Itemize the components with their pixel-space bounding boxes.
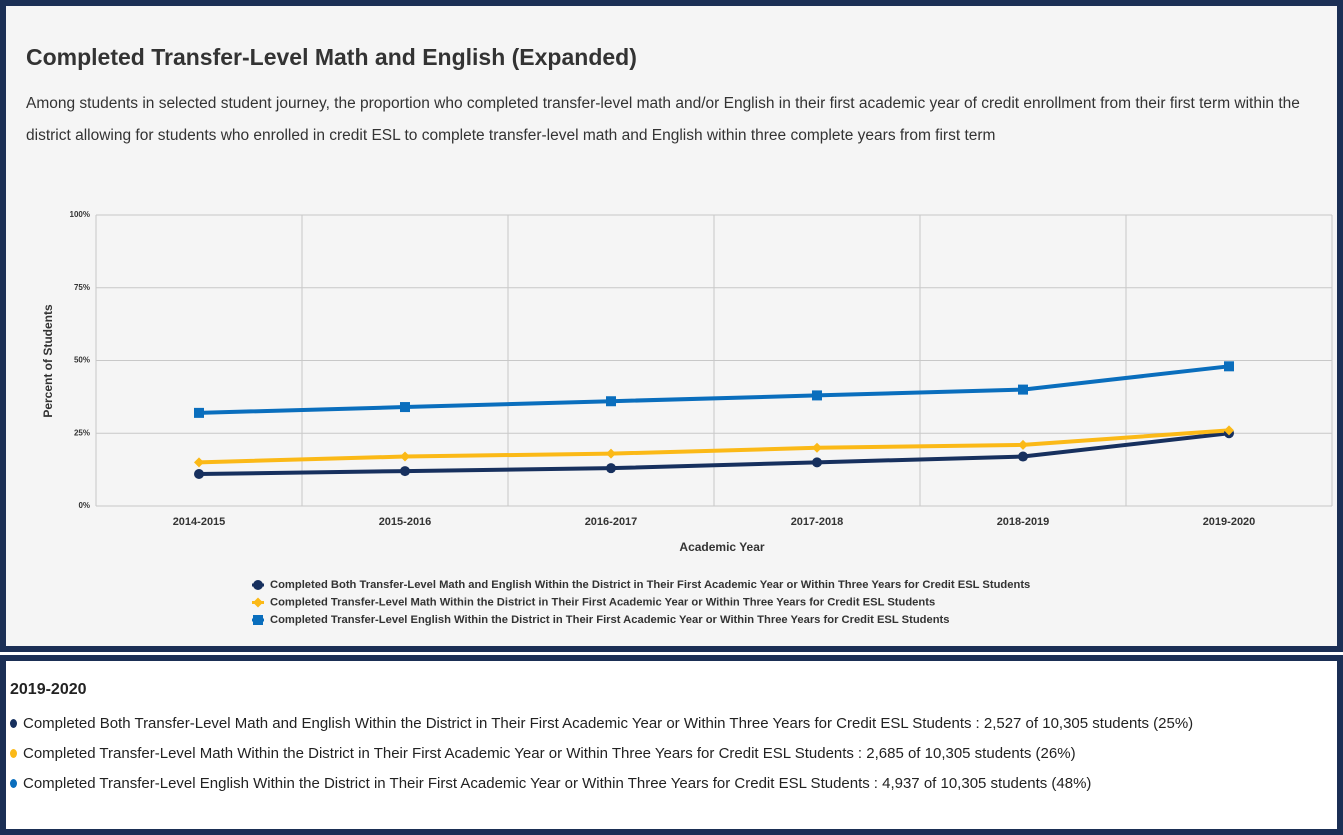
tooltip-series-name: Completed Transfer-Level English Within …	[23, 775, 870, 792]
legend-marker	[253, 580, 263, 590]
series-line	[198, 428, 1230, 465]
point	[400, 451, 410, 462]
point	[1018, 439, 1028, 450]
point	[812, 442, 822, 453]
legend-marker	[253, 597, 263, 608]
point	[194, 407, 204, 418]
x-tick-label: 2014-2015	[173, 516, 226, 528]
x-tick-label: 2019-2020	[1203, 516, 1256, 528]
tooltip-detail: : 4,937 of 10,305 students (48%)	[873, 775, 1092, 792]
point	[194, 457, 204, 468]
x-tick-label: 2017-2018	[791, 516, 844, 528]
x-axis-title: Academic Year	[679, 540, 765, 554]
legend-symbol	[253, 615, 263, 625]
tooltip-row: Completed Both Transfer-Level Math and E…	[10, 709, 1337, 739]
point	[1224, 361, 1234, 372]
legend-label: Completed Transfer-Level English Within …	[270, 614, 949, 626]
y-tick-label: 25%	[74, 428, 90, 437]
legend-label: Completed Both Transfer-Level Math and E…	[270, 579, 1030, 591]
chart-subtitle: Among students in selected student journ…	[26, 95, 1300, 144]
tooltip-series-name: Completed Both Transfer-Level Math and E…	[23, 715, 972, 732]
tooltip-panel: 2019-2020 Completed Both Transfer-Level …	[0, 655, 1343, 835]
point	[194, 468, 204, 479]
tooltip-dot	[10, 749, 17, 758]
point	[606, 396, 616, 407]
legend-symbol	[253, 597, 263, 608]
point	[606, 448, 616, 459]
y-tick-label: 100%	[70, 210, 90, 219]
tooltip-row: Completed Transfer-Level English Within …	[10, 769, 1337, 799]
chart: Academic Year Percent of Students 0% 25% 5…	[41, 210, 1333, 626]
chart-title: Completed Transfer-Level Math and Englis…	[26, 44, 637, 70]
x-tick-label: 2018-2019	[997, 516, 1050, 528]
point	[400, 402, 410, 413]
tooltip-dot	[10, 779, 17, 788]
point	[1224, 425, 1234, 436]
tooltip-detail: : 2,527 of 10,305 students (25%)	[975, 715, 1194, 732]
y-tick-label: 0%	[78, 501, 90, 510]
x-tick-label: 2016-2017	[585, 516, 638, 528]
y-axis-title: Percent of Students	[41, 304, 55, 418]
tooltip-series-name: Completed Transfer-Level Math Within the…	[23, 745, 854, 762]
y-tick-label: 50%	[74, 356, 90, 365]
tooltip-dot	[10, 719, 17, 728]
series-line	[198, 364, 1230, 415]
chart-panel: Completed Transfer-Level Math and Englis…	[0, 0, 1343, 652]
tooltip-title: 2019-2020	[10, 681, 87, 698]
y-tick-label: 75%	[74, 283, 90, 292]
tooltip-row: Completed Transfer-Level Math Within the…	[10, 739, 1337, 769]
point	[812, 390, 822, 401]
x-tick-label: 2015-2016	[379, 516, 432, 528]
point	[400, 466, 410, 477]
legend-symbol	[253, 580, 263, 590]
legend-label: Completed Transfer-Level Math Within the…	[270, 596, 935, 608]
point	[606, 463, 616, 474]
point	[1018, 451, 1028, 462]
legend-marker	[253, 615, 263, 625]
tooltip-detail: : 2,685 of 10,305 students (26%)	[857, 745, 1076, 762]
series-line	[198, 431, 1230, 476]
point	[812, 457, 822, 468]
point	[1018, 384, 1028, 395]
